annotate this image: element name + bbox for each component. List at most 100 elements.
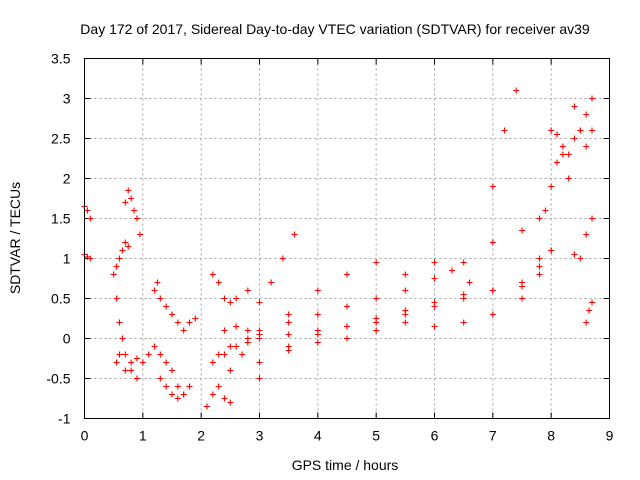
data-point	[169, 391, 175, 398]
data-point	[279, 255, 286, 262]
data-point	[577, 255, 584, 262]
series-trace-18	[548, 127, 595, 262]
data-point	[139, 359, 146, 366]
data-point	[227, 299, 234, 306]
data-point	[431, 259, 438, 266]
data-point	[174, 383, 181, 390]
series-trace-5	[122, 187, 143, 238]
data-point	[402, 307, 409, 314]
data-point	[87, 215, 94, 222]
data-point	[344, 335, 350, 342]
data-point	[233, 323, 240, 330]
data-points	[81, 87, 595, 410]
data-point	[227, 343, 234, 350]
data-point	[256, 299, 263, 306]
data-point	[268, 279, 275, 286]
data-point	[204, 403, 210, 410]
data-point	[125, 187, 132, 194]
x-tick-label: 6	[431, 428, 439, 444]
data-point	[157, 351, 164, 358]
y-tick-label: 1.5	[51, 211, 71, 227]
data-point	[460, 259, 467, 266]
data-point	[559, 151, 566, 158]
data-point	[180, 327, 187, 334]
data-point	[131, 207, 138, 214]
data-point	[122, 199, 129, 206]
data-point	[431, 275, 438, 282]
data-point	[87, 255, 94, 262]
series-trace-3	[110, 271, 140, 382]
data-point	[209, 359, 216, 366]
data-point	[128, 195, 135, 202]
data-point	[128, 359, 135, 366]
data-point	[134, 355, 140, 362]
data-point	[577, 127, 584, 134]
data-point	[589, 95, 595, 102]
data-point	[583, 231, 590, 238]
data-point	[163, 303, 170, 310]
data-point	[431, 323, 438, 330]
data-point	[116, 255, 123, 262]
data-point	[128, 367, 135, 374]
data-point	[460, 319, 467, 326]
data-point	[209, 391, 216, 398]
data-point	[536, 215, 543, 222]
data-point	[215, 279, 222, 286]
data-point	[151, 343, 158, 350]
grid-lines	[84, 58, 610, 419]
data-point	[174, 395, 181, 402]
data-point	[122, 239, 129, 246]
data-point	[233, 295, 240, 302]
series-trace-12	[209, 247, 555, 366]
data-point	[554, 131, 560, 138]
data-point	[285, 347, 292, 354]
data-point	[583, 319, 590, 326]
data-point	[256, 359, 263, 366]
data-point	[154, 279, 161, 286]
data-point	[186, 319, 193, 326]
data-point	[314, 287, 321, 294]
data-point	[431, 299, 438, 306]
data-point	[571, 103, 578, 110]
data-point	[344, 271, 350, 278]
series-trace-17	[548, 95, 595, 190]
plot-frame	[84, 58, 610, 419]
data-point	[122, 367, 129, 374]
data-point	[221, 327, 228, 334]
data-point	[513, 87, 520, 94]
data-point	[215, 351, 222, 358]
data-point	[565, 151, 572, 158]
data-point	[489, 311, 496, 318]
data-point	[344, 323, 350, 330]
data-point	[519, 283, 525, 290]
data-point	[489, 239, 496, 246]
data-point	[239, 351, 245, 358]
y-tick-label: 0	[63, 331, 71, 347]
data-point	[221, 295, 228, 302]
data-point	[113, 295, 120, 302]
data-point	[244, 335, 251, 342]
data-point	[489, 287, 496, 294]
x-tick-label: 0	[81, 428, 89, 444]
data-point	[169, 311, 175, 318]
data-point	[180, 391, 187, 398]
y-axis-ticks: -1 -0.5 0 0.5 1 1.5 2 2.5 3 3.5	[46, 51, 610, 427]
data-point	[314, 331, 321, 338]
data-point	[244, 287, 251, 294]
data-point	[571, 135, 578, 142]
data-point	[449, 267, 455, 274]
data-point	[215, 383, 222, 390]
data-point	[134, 375, 140, 382]
y-tick-label: 1	[63, 251, 71, 267]
data-point	[314, 339, 321, 346]
data-point	[586, 307, 593, 314]
data-point	[373, 315, 380, 322]
data-point	[589, 127, 595, 134]
x-tick-label: 1	[139, 428, 147, 444]
data-point	[186, 383, 193, 390]
series-trace-10	[204, 383, 234, 410]
data-point	[157, 295, 164, 302]
data-point	[119, 247, 126, 254]
data-point	[125, 243, 132, 250]
